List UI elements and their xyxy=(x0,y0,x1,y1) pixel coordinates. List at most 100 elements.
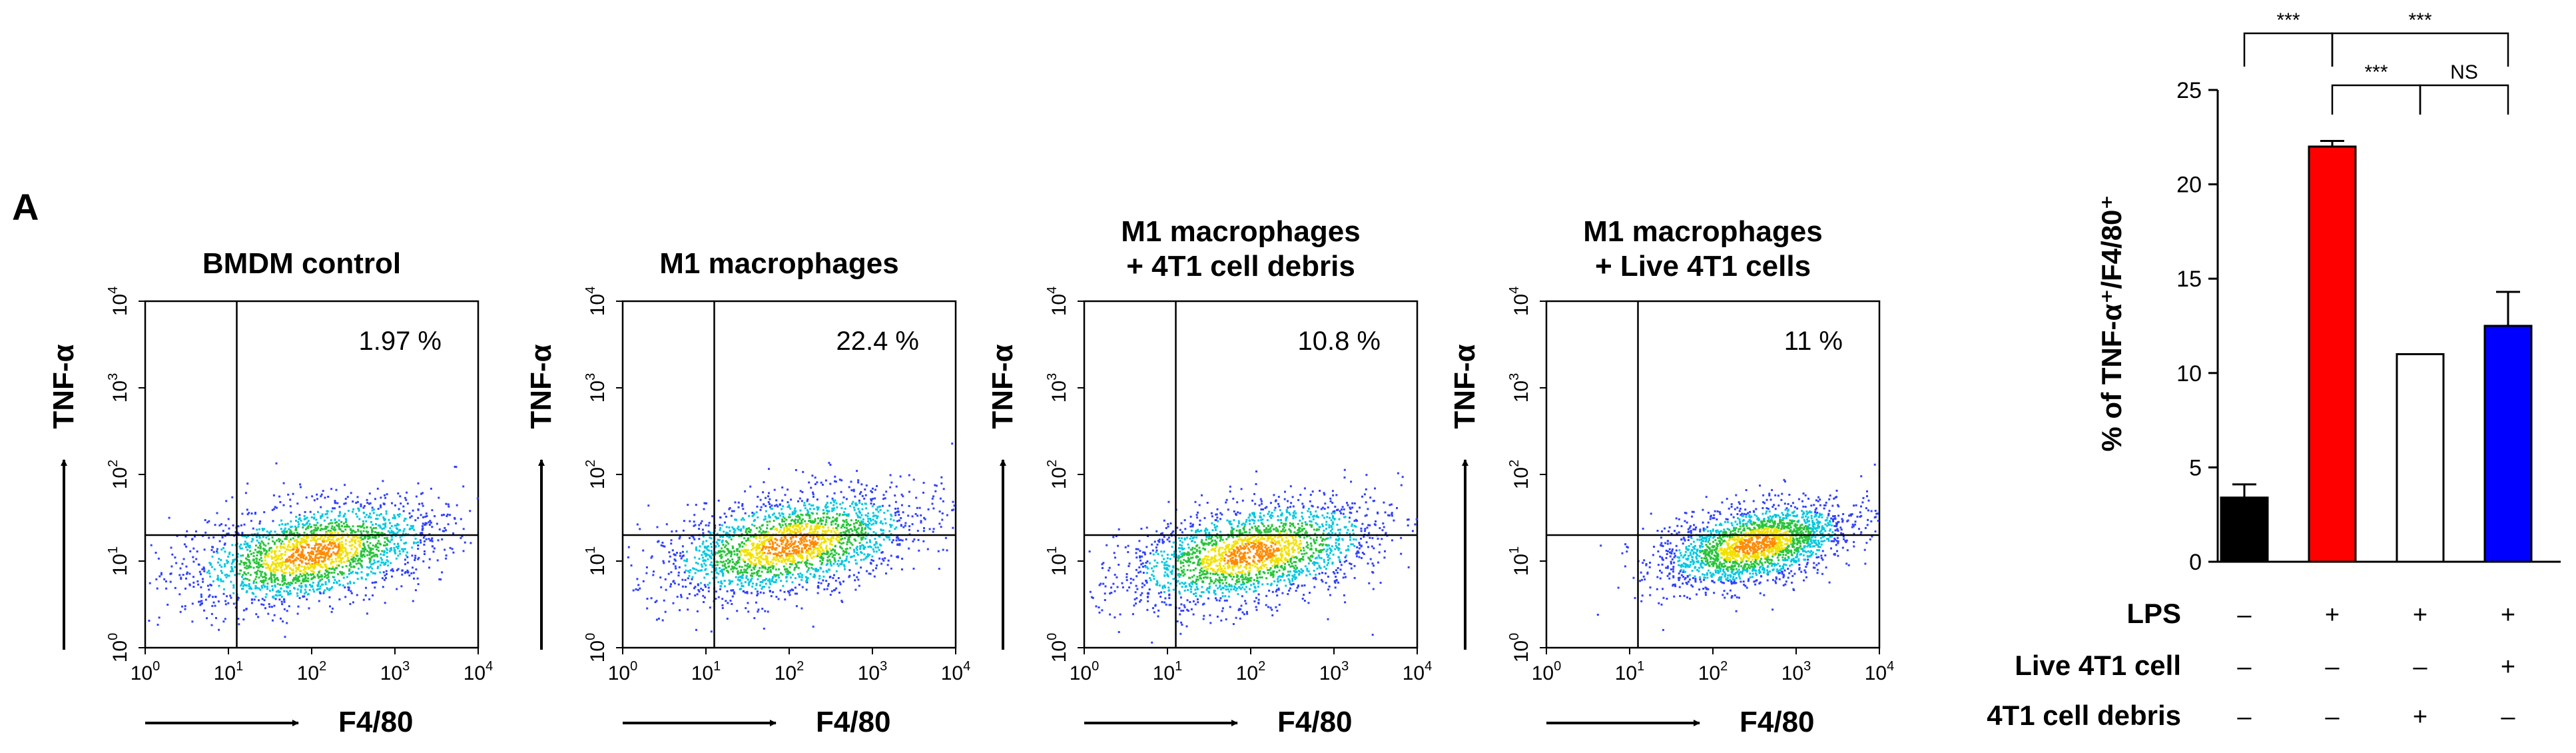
event-dot xyxy=(357,530,360,532)
event-dot xyxy=(306,536,308,539)
event-dot xyxy=(822,537,825,540)
event-dot xyxy=(738,535,741,538)
event-dot xyxy=(239,569,242,572)
event-dot xyxy=(737,576,740,578)
event-dot xyxy=(1368,582,1371,584)
event-dot xyxy=(1153,559,1156,562)
event-dot xyxy=(237,532,240,535)
event-dot xyxy=(864,522,866,525)
event-dot xyxy=(242,562,245,564)
event-dot xyxy=(378,542,381,545)
event-dot xyxy=(338,564,340,567)
event-dot xyxy=(149,582,151,584)
event-dot xyxy=(353,582,355,584)
event-dot xyxy=(784,544,787,546)
event-dot xyxy=(343,502,346,505)
event-dot xyxy=(298,584,301,587)
event-dot xyxy=(362,538,364,540)
event-dot xyxy=(284,560,287,562)
event-dot xyxy=(168,516,170,519)
event-dot xyxy=(896,510,898,513)
event-dot xyxy=(232,558,234,561)
event-dot xyxy=(1283,579,1286,582)
event-dot xyxy=(765,530,768,533)
event-dot xyxy=(751,592,753,594)
event-dot xyxy=(809,520,812,523)
event-dot xyxy=(204,519,206,521)
event-dot xyxy=(312,581,314,584)
event-dot xyxy=(1185,585,1187,588)
event-dot xyxy=(785,562,787,565)
event-dot xyxy=(875,542,878,545)
event-dot xyxy=(1251,544,1254,547)
event-dot xyxy=(265,593,268,596)
event-dot xyxy=(228,552,230,555)
event-dot xyxy=(245,573,247,576)
event-dot xyxy=(314,544,316,547)
event-dot xyxy=(302,568,305,571)
event-dot xyxy=(354,552,356,554)
event-dot xyxy=(328,531,331,534)
event-dot xyxy=(359,544,362,547)
event-dot xyxy=(270,551,273,554)
event-dot xyxy=(259,547,262,550)
event-dot xyxy=(727,565,730,568)
event-dot xyxy=(1219,570,1222,573)
event-dot xyxy=(749,552,751,554)
event-dot xyxy=(763,536,766,538)
event-dot xyxy=(261,570,264,573)
event-dot xyxy=(324,555,327,557)
event-dot xyxy=(872,550,875,553)
event-dot xyxy=(330,568,333,570)
event-dot xyxy=(911,515,914,518)
event-dot xyxy=(336,554,338,556)
event-dot xyxy=(332,538,334,541)
event-dot xyxy=(363,504,366,507)
event-dot xyxy=(771,580,773,582)
event-dot xyxy=(1163,601,1166,604)
event-dot xyxy=(801,578,803,581)
event-dot xyxy=(334,567,337,570)
event-dot xyxy=(805,560,807,563)
event-dot xyxy=(719,585,722,588)
event-dot xyxy=(372,524,374,526)
event-dot xyxy=(1240,604,1243,607)
event-dot xyxy=(883,512,886,514)
event-dot xyxy=(1237,554,1240,557)
event-dot xyxy=(698,538,701,540)
event-dot xyxy=(768,514,771,516)
event-dot xyxy=(344,525,346,528)
event-dot xyxy=(731,558,734,561)
event-dot xyxy=(270,563,273,566)
event-dot xyxy=(671,530,673,533)
event-dot xyxy=(1129,582,1132,584)
event-dot xyxy=(674,559,677,562)
event-dot xyxy=(318,580,321,582)
event-dot xyxy=(394,504,396,506)
event-dot xyxy=(839,503,842,506)
event-dot xyxy=(727,571,730,574)
event-dot xyxy=(394,550,396,552)
event-dot xyxy=(283,568,286,570)
event-dot xyxy=(733,531,736,534)
event-dot xyxy=(195,530,197,532)
event-dot xyxy=(340,550,342,552)
event-dot xyxy=(831,535,834,538)
event-dot xyxy=(429,539,432,542)
event-dot xyxy=(1267,556,1270,559)
event-dot xyxy=(253,598,256,601)
event-dot xyxy=(290,561,292,564)
event-dot xyxy=(793,531,795,534)
event-dot xyxy=(231,496,234,498)
event-dot xyxy=(815,543,817,546)
event-dot xyxy=(218,524,221,526)
event-dot xyxy=(1310,513,1313,516)
event-dot xyxy=(326,576,328,579)
event-dot xyxy=(214,596,217,598)
event-dot xyxy=(232,602,235,605)
event-dot xyxy=(755,601,757,604)
event-dot xyxy=(839,583,842,586)
event-dot xyxy=(369,502,372,504)
event-dot xyxy=(346,582,349,585)
event-dot xyxy=(308,558,311,560)
